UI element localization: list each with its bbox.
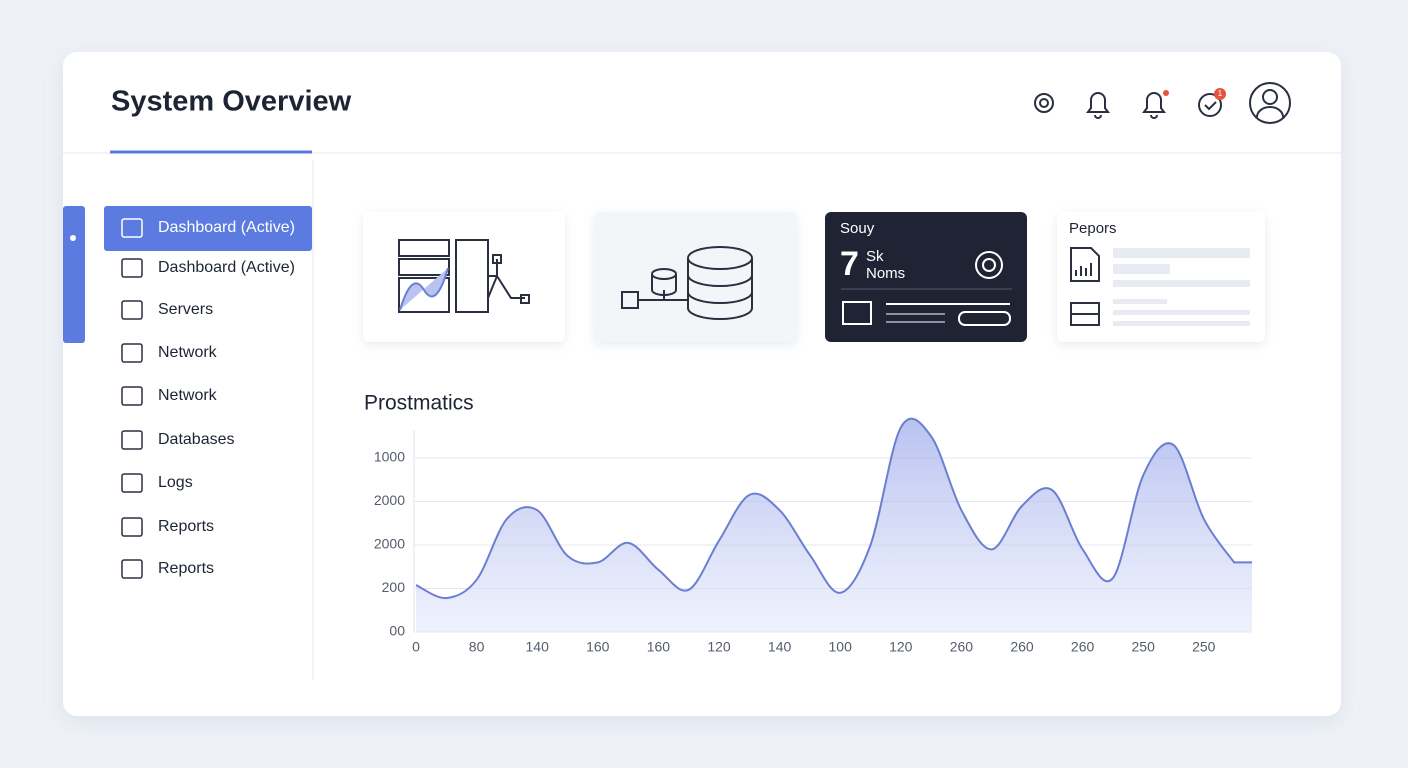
- card[interactable]: [1057, 212, 1265, 342]
- badge: [1214, 88, 1226, 100]
- nav-active[interactable]: [104, 206, 312, 251]
- server-illustration: [398, 239, 530, 313]
- y-tick-label: 2000: [374, 536, 405, 552]
- dot: [1163, 90, 1169, 96]
- x-tick-label: 160: [647, 639, 671, 655]
- x-tick-label: 260: [950, 639, 974, 655]
- sidebar-accent: [63, 206, 85, 343]
- x-tick-label: 140: [526, 639, 550, 655]
- nav-icon: [121, 386, 143, 406]
- sidebar: Dashboard (Active) Dashboard (Active) Serv…: [104, 206, 312, 579]
- page-title: System Overview: [111, 86, 352, 118]
- card-title: Pepors: [1069, 220, 1117, 237]
- nav-icon: [121, 517, 143, 537]
- nav-item[interactable]: Databases: [158, 431, 235, 448]
- nav-item[interactable]: Network: [158, 387, 218, 404]
- report-illustration: [1070, 247, 1250, 326]
- card[interactable]: [594, 212, 797, 342]
- nav-item[interactable]: Dashboard (Active): [158, 259, 295, 276]
- y-tick-label: 2000: [374, 492, 405, 508]
- nav-icon: [121, 343, 143, 363]
- x-tick-label: 120: [707, 639, 731, 655]
- x-tick-label: 120: [889, 639, 913, 655]
- x-tick-label: 80: [469, 639, 485, 655]
- check-icon[interactable]: [1198, 93, 1222, 117]
- accent-dot: [70, 235, 76, 241]
- nav-icon: [121, 559, 143, 579]
- card-text: Sk: [866, 248, 884, 265]
- x-tick-label: 250: [1192, 639, 1216, 655]
- area: [416, 418, 1252, 632]
- header-icons: [1034, 82, 1291, 124]
- x-tick-label: 260: [1010, 639, 1034, 655]
- chart: 00 200 2000 2000 1000 0 80 140 160 160 120 140 100 12…: [374, 417, 1252, 655]
- nav-icon: [121, 473, 143, 493]
- x-tick-label: 140: [768, 639, 792, 655]
- bell-icon[interactable]: [1086, 92, 1110, 119]
- x-tick-label: 100: [829, 639, 853, 655]
- nav-item[interactable]: Logs: [158, 474, 193, 491]
- card[interactable]: [363, 212, 565, 342]
- nav-icon: [121, 258, 143, 278]
- bell-icon[interactable]: [1142, 92, 1166, 119]
- nav-item[interactable]: Dashboard (Active): [158, 219, 295, 236]
- nav-icon: [121, 430, 143, 450]
- avatar[interactable]: [1249, 82, 1291, 124]
- y-tick-label: 1000: [374, 449, 405, 465]
- badge-count: 1: [1218, 89, 1223, 98]
- x-tick-label: 0: [412, 639, 420, 655]
- card-text: Noms: [866, 265, 905, 282]
- card-title: Souy: [840, 220, 875, 237]
- card[interactable]: [825, 212, 1027, 342]
- nav-icon: [121, 218, 143, 238]
- database-illustration: [621, 246, 753, 320]
- nav-item[interactable]: Network: [158, 344, 218, 361]
- line: [415, 417, 1252, 600]
- y-tick-label: 00: [389, 623, 405, 639]
- settings-icon[interactable]: [1034, 93, 1054, 113]
- dark-card-icons: [841, 251, 1012, 326]
- chart-title: Prostmatics: [364, 392, 474, 415]
- card-number: 7: [840, 245, 859, 283]
- nav-item[interactable]: Reports: [158, 560, 214, 577]
- y-tick-label: 200: [382, 579, 406, 595]
- nav-icon: [121, 300, 143, 320]
- x-tick-label: 250: [1132, 639, 1156, 655]
- nav-item[interactable]: Reports: [158, 518, 214, 535]
- x-tick-label: 260: [1071, 639, 1095, 655]
- x-tick-label: 160: [586, 639, 610, 655]
- nav-item[interactable]: Servers: [158, 301, 213, 318]
